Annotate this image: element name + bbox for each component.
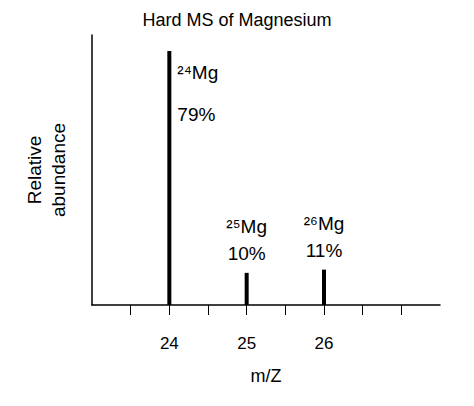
svg-text:25: 25 [237,334,256,353]
svg-text:²⁴Mg: ²⁴Mg [177,62,218,83]
svg-text:Hard MS of Magnesium: Hard MS of Magnesium [142,10,331,30]
svg-text:²⁶Mg: ²⁶Mg [304,213,345,234]
svg-text:10%: 10% [228,243,266,264]
svg-text:²⁵Mg: ²⁵Mg [226,216,267,237]
svg-text:24: 24 [160,334,179,353]
svg-text:m/Z: m/Z [251,366,282,386]
svg-text:11%: 11% [306,240,343,261]
svg-text:Relative: Relative [24,136,45,205]
svg-text:abundance: abundance [48,123,69,217]
svg-text:79%: 79% [177,104,215,125]
svg-text:26: 26 [315,334,334,353]
